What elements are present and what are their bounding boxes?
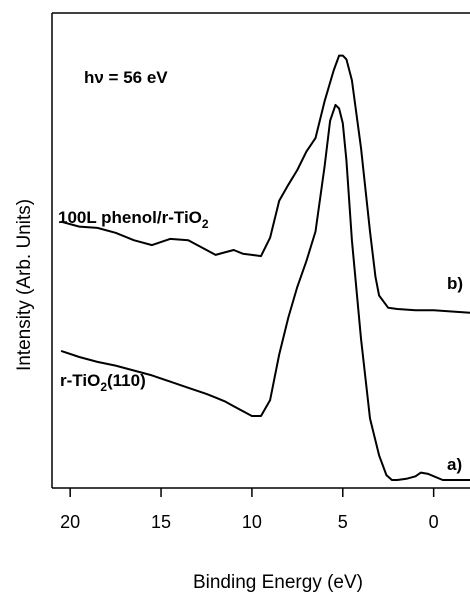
x-axis-ticks: 20 15 10 5 0 [60,488,439,532]
clean-annotation-tail: (110) [107,371,146,390]
clean-surface-annotation: r-TiO2(110) [60,371,146,394]
x-tick-label: 5 [338,512,348,532]
x-tick-label: 20 [60,512,80,532]
clean-annotation-main: r-TiO [60,371,100,390]
x-tick-label: 10 [242,512,262,532]
x-tick-label: 0 [429,512,439,532]
x-axis-title: Binding Energy (eV) [193,572,363,593]
y-axis-title: Intensity (Arb. Units) [14,199,35,371]
series-a-label: a) [447,455,462,474]
photon-energy-annotation: hν = 56 eV [84,68,168,87]
series-b-label: b) [447,274,463,293]
spectrum-line-a [60,103,470,481]
phenol-annotation-main: 100L phenol/r-TiO [58,208,202,227]
spectrum-line-b [60,54,470,314]
phenol-spectrum-annotation: 100L phenol/r-TiO2 [58,208,209,231]
series-layer [60,54,470,481]
clean-annotation-subscript: 2 [100,380,107,394]
x-tick-label: 15 [151,512,171,532]
phenol-annotation-subscript: 2 [202,217,209,231]
